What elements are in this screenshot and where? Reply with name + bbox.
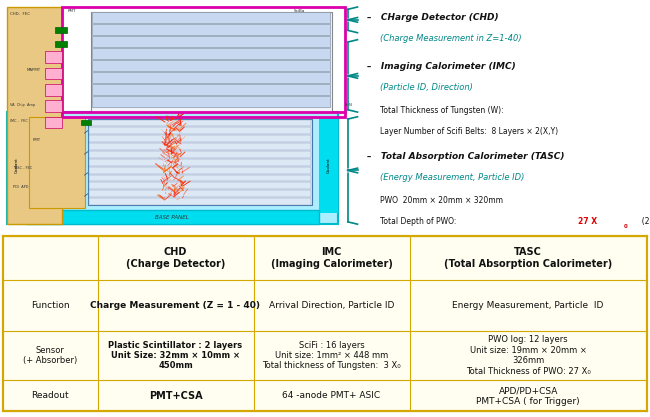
- Bar: [46, 84, 62, 96]
- Text: PMT+CSA: PMT+CSA: [149, 391, 202, 401]
- Bar: [89, 182, 311, 189]
- Text: Total Thickness of Tungsten (W):: Total Thickness of Tungsten (W):: [380, 106, 504, 116]
- Text: (Energy Measurement, Particle ID): (Energy Measurement, Particle ID): [380, 173, 525, 182]
- Bar: [89, 190, 311, 197]
- Bar: [26, 210, 318, 224]
- Bar: [89, 151, 311, 158]
- Bar: [55, 41, 67, 47]
- Text: Charge Measurement (Z = 1 - 40): Charge Measurement (Z = 1 - 40): [90, 301, 261, 310]
- Bar: [89, 198, 311, 205]
- Bar: [92, 13, 330, 23]
- Bar: [88, 119, 312, 206]
- Text: TASC - FEC: TASC - FEC: [13, 166, 32, 170]
- Text: TASC
(Total Absorption Calorimeter): TASC (Total Absorption Calorimeter): [444, 248, 612, 269]
- Text: (Charge Measurement in Z=1-40): (Charge Measurement in Z=1-40): [380, 34, 522, 43]
- Text: CHD
(Charge Detector): CHD (Charge Detector): [126, 248, 225, 269]
- Text: PWO log: 12 layers
Unit size: 19mm × 20mm ×
326mm
Total Thickness of PWO: 27 X₀: PWO log: 12 layers Unit size: 19mm × 20m…: [466, 335, 590, 376]
- Bar: [89, 167, 311, 173]
- Text: Readout: Readout: [32, 392, 69, 400]
- Text: VA  Chip  Amp: VA Chip Amp: [10, 103, 35, 107]
- Text: (Particle ID, Direction): (Particle ID, Direction): [380, 83, 473, 92]
- Bar: [89, 159, 311, 166]
- Text: PMT: PMT: [32, 138, 40, 142]
- Bar: [6, 7, 62, 224]
- Text: (24 cm) ,: (24 cm) ,: [637, 217, 650, 226]
- Bar: [92, 72, 330, 83]
- Text: SciBa: SciBa: [293, 9, 305, 13]
- Bar: [46, 100, 62, 112]
- Text: Function: Function: [31, 301, 70, 310]
- Bar: [91, 12, 332, 112]
- Text: PWO  20mm × 20mm × 320mm: PWO 20mm × 20mm × 320mm: [380, 196, 503, 205]
- Text: –   CHarge Detector (CHD): – CHarge Detector (CHD): [367, 13, 499, 22]
- Text: Sensor
(+ Absorber): Sensor (+ Absorber): [23, 346, 77, 365]
- Text: IMC -  FEC: IMC - FEC: [10, 119, 27, 123]
- Bar: [92, 96, 330, 107]
- Bar: [81, 120, 91, 125]
- Text: Total Depth of PWO:: Total Depth of PWO:: [380, 217, 457, 226]
- Text: 64 -anode PMT+ ASIC: 64 -anode PMT+ ASIC: [283, 392, 380, 400]
- Text: IMC
(Imaging Calorimeter): IMC (Imaging Calorimeter): [270, 248, 393, 269]
- Text: –   Imaging Calorimeter (IMC): – Imaging Calorimeter (IMC): [367, 62, 516, 71]
- Bar: [6, 117, 26, 213]
- Text: 27 X: 27 X: [578, 217, 597, 226]
- Text: Plastic Scintillator : 2 layers
Unit Size: 32mm × 10mm ×
450mm: Plastic Scintillator : 2 layers Unit Siz…: [109, 341, 242, 370]
- Text: Coolant: Coolant: [326, 157, 330, 173]
- Text: APD/PD+CSA
PMT+CSA ( for Trigger): APD/PD+CSA PMT+CSA ( for Trigger): [476, 386, 580, 406]
- Bar: [92, 36, 330, 47]
- Bar: [46, 51, 62, 63]
- Text: BASE PANEL: BASE PANEL: [155, 215, 189, 220]
- Text: Layer Number of Scifi Belts:  8 Layers × 2(X,Y): Layer Number of Scifi Belts: 8 Layers × …: [380, 128, 558, 136]
- Text: SciFi : 16 layers
Unit size: 1mm² × 448 mm
Total thickness of Tungsten:  3 X₀: SciFi : 16 layers Unit size: 1mm² × 448 …: [262, 341, 401, 370]
- Bar: [55, 27, 67, 33]
- Bar: [318, 117, 338, 213]
- Text: PD/  APD: PD/ APD: [13, 185, 29, 189]
- Bar: [89, 135, 311, 142]
- Text: –   Total Absorption Calorimeter (TASC): – Total Absorption Calorimeter (TASC): [367, 152, 565, 161]
- Text: Arrival Direction, Particle ID: Arrival Direction, Particle ID: [269, 301, 394, 310]
- Bar: [89, 143, 311, 150]
- Text: PMT: PMT: [67, 9, 76, 13]
- Text: MAPMT: MAPMT: [27, 68, 41, 72]
- Bar: [92, 24, 330, 35]
- Bar: [62, 7, 345, 117]
- Bar: [46, 68, 62, 79]
- Text: CHD-  FEC: CHD- FEC: [10, 12, 30, 16]
- Bar: [92, 84, 330, 95]
- Bar: [46, 117, 62, 128]
- Bar: [89, 175, 311, 181]
- Bar: [92, 48, 330, 59]
- Text: Energy Measurement, Particle  ID: Energy Measurement, Particle ID: [452, 301, 604, 310]
- Bar: [89, 128, 311, 134]
- Text: 0: 0: [624, 224, 628, 229]
- Bar: [6, 112, 338, 224]
- Bar: [29, 117, 84, 208]
- Text: Coolant: Coolant: [14, 157, 18, 173]
- Bar: [89, 120, 311, 126]
- Bar: [92, 60, 330, 71]
- Text: SoN: SoN: [344, 103, 352, 107]
